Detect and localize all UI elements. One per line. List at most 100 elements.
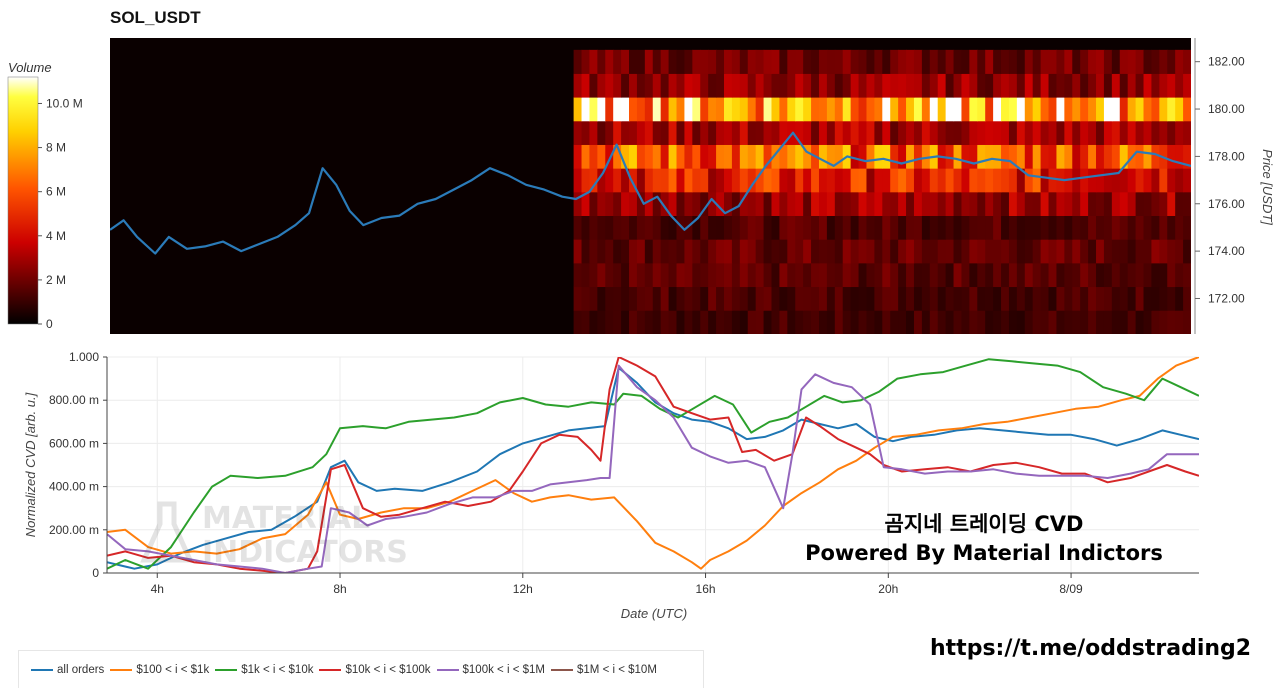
heatmap-cell (1048, 215, 1058, 240)
heatmap-cell (1024, 239, 1034, 264)
heatmap-cell (1135, 215, 1145, 240)
heatmap-cell (1127, 310, 1137, 334)
heatmap-cell (913, 97, 923, 122)
heatmap-cell (1143, 286, 1153, 311)
heatmap-cell (1111, 239, 1121, 264)
heatmap-cell (898, 49, 907, 74)
heatmap-cell (1151, 120, 1160, 145)
heatmap-cell (985, 97, 994, 122)
heatmap-cell (1096, 239, 1105, 264)
heatmap-cell (818, 310, 828, 334)
heatmap-cell (660, 97, 670, 122)
heatmap-cell (613, 239, 622, 264)
heatmap-cell (629, 144, 638, 169)
heatmap-cell (1016, 144, 1026, 169)
heatmap-cell (818, 262, 828, 288)
heatmap-cell (723, 144, 733, 169)
heatmap-cell (573, 191, 583, 216)
heatmap-cell (850, 310, 860, 334)
legend-item[interactable]: $100k < i < $1M (436, 664, 545, 676)
heatmap-cell (1088, 120, 1097, 145)
heatmap-cell (993, 120, 1002, 145)
heatmap-cell (1159, 239, 1168, 264)
heatmap-cell (929, 262, 939, 288)
heatmap-cell (1127, 286, 1137, 311)
heatmap-cell (1151, 239, 1160, 264)
heatmap-cell (739, 73, 749, 98)
heatmap-cell (1175, 262, 1184, 288)
heatmap-cell (977, 310, 986, 334)
heatmap-cell (1001, 286, 1010, 311)
heatmap-cell (969, 49, 978, 74)
heatmap-cell (985, 73, 994, 98)
heatmap-cell (969, 120, 978, 145)
heatmap-cell (858, 49, 868, 74)
legend-item[interactable]: $10k < i < $100k (319, 664, 431, 676)
heatmap-cell (1175, 310, 1184, 334)
heatmap-cell (795, 73, 804, 98)
legend-item[interactable]: $100 < i < $1k (110, 664, 209, 676)
heatmap-cell (811, 73, 820, 98)
legend-item[interactable]: $1M < i < $10M (551, 664, 657, 676)
heatmap-cell (1103, 168, 1113, 193)
heatmap-cell (929, 49, 939, 74)
heatmap-cell (1175, 144, 1184, 169)
colorbar-tick-label: 2 M (46, 273, 66, 287)
heatmap-cell (747, 215, 757, 240)
heatmap-cell (1103, 97, 1113, 122)
heatmap-cell (629, 286, 638, 311)
heatmap-cell (1119, 120, 1129, 145)
heatmap-cell (1048, 97, 1058, 122)
heatmap-cell (1008, 191, 1018, 216)
heatmap-cell (977, 168, 986, 193)
heatmap-cell (921, 168, 931, 193)
heatmap-cell (739, 49, 749, 74)
heatmap-cell (621, 97, 630, 122)
heatmap-cell (1064, 215, 1073, 240)
heatmap-cell (945, 215, 955, 240)
cvd-x-ticks: 4h 8h 12h 16h 20h 8/09 (151, 573, 1083, 596)
heatmap-cell (723, 97, 733, 122)
heatmap-cell (1080, 49, 1089, 74)
heatmap-cell (660, 310, 670, 334)
heatmap-cell (1064, 191, 1073, 216)
heatmap-cell (921, 310, 931, 334)
heatmap-cell (961, 262, 970, 288)
heatmap-cell (1103, 215, 1113, 240)
legend-item[interactable]: $1k < i < $10k (215, 664, 313, 676)
heatmap-cell (993, 191, 1002, 216)
heatmap-cell (929, 120, 939, 145)
telegram-link[interactable]: https://t.me/oddstrading2 (930, 636, 1252, 661)
heatmap-cell (763, 239, 773, 264)
heatmap-cell (882, 168, 891, 193)
heatmap-cell (1127, 168, 1137, 193)
heatmap-cell (1008, 97, 1018, 122)
heatmap-cell (1119, 215, 1129, 240)
heatmap-cell (700, 191, 709, 216)
heatmap-cell (605, 239, 614, 264)
heatmap-cell (597, 97, 606, 122)
heatmap-cell (826, 262, 836, 288)
heatmap-cell (1056, 49, 1065, 74)
heatmap-cell (937, 168, 947, 193)
heatmap-cell (1096, 49, 1105, 74)
heatmap-cell (826, 191, 836, 216)
heatmap-cell (1111, 310, 1121, 334)
heatmap-cell (977, 144, 986, 169)
price-tick-label: 178.00 (1208, 149, 1245, 163)
heatmap-cell (700, 239, 709, 264)
heatmap-cell (652, 310, 662, 334)
heatmap-cell (1143, 120, 1153, 145)
heatmap-cell (818, 215, 828, 240)
heatmap-cell (652, 191, 662, 216)
legend-item[interactable]: all orders (31, 664, 104, 676)
heatmap-cell (906, 286, 915, 311)
heatmap-cell (1056, 97, 1065, 122)
heatmap-cell (700, 310, 709, 334)
heatmap-cell (636, 239, 646, 264)
heatmap-cell (874, 144, 883, 169)
heatmap-cell (1088, 239, 1097, 264)
heatmap-cell (771, 310, 781, 334)
heatmap-cell (1008, 239, 1018, 264)
heatmap-cell (1032, 191, 1042, 216)
